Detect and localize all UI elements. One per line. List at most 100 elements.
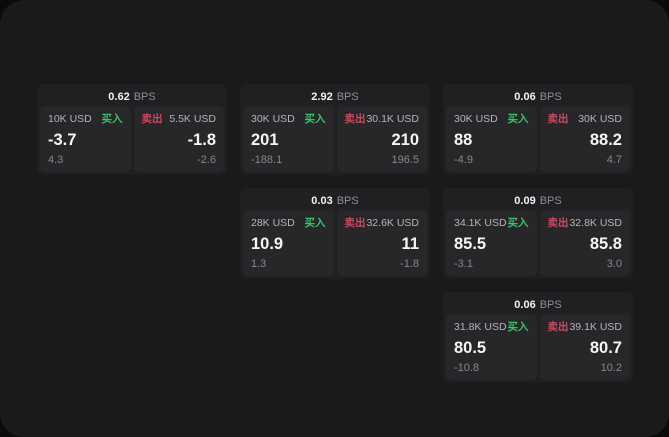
sell-panel-top-row: 卖出 32.8K USD [548,217,623,229]
buy-panel-top-row: 34.1K USD 买入 [454,217,529,229]
sell-panel[interactable]: 卖出 39.1K USD 80.7 10.2 [539,314,630,380]
quote-card[interactable]: 0.06 BPS 30K USD 买入 88 -4.9 卖出 30K USD 8… [443,84,633,175]
sell-amount: 32.8K USD [569,217,622,229]
quote-panels: 30K USD 买入 201 -188.1 卖出 30.1K USD 210 1… [243,106,427,172]
sell-panel-top-row: 卖出 39.1K USD [548,321,623,333]
sell-delta: 10.2 [600,362,622,374]
buy-delta: -188.1 [251,154,283,166]
sell-price: 11 [401,234,419,253]
buy-amount: 30K USD [454,113,498,125]
buy-delta: -10.8 [454,362,480,374]
bps-unit-label: BPS [133,90,156,103]
quote-card-grid: 0.62 BPS 10K USD 买入 -3.7 4.3 卖出 5.5K USD… [37,84,633,383]
card-header: 2.92 BPS [243,87,427,106]
sell-label: 卖出 [344,217,366,229]
buy-label: 买入 [507,217,529,229]
bps-value: 0.09 [514,194,536,207]
quote-panels: 30K USD 买入 88 -4.9 卖出 30K USD 88.2 4.7 [446,106,630,172]
buy-panel[interactable]: 31.8K USD 买入 80.5 -10.8 [446,314,537,380]
buy-amount: 30K USD [251,113,295,125]
card-header: 0.06 BPS [446,295,630,314]
buy-label: 买入 [507,113,529,125]
sell-panel[interactable]: 卖出 5.5K USD -1.8 -2.6 [133,106,224,172]
quote-panels: 10K USD 买入 -3.7 4.3 卖出 5.5K USD -1.8 -2.… [40,106,224,172]
sell-price: 88.2 [589,130,622,149]
sell-amount: 30.1K USD [366,113,419,125]
sell-panel[interactable]: 卖出 30.1K USD 210 196.5 [336,106,427,172]
buy-panel-top-row: 28K USD 买入 [251,217,326,229]
sell-label: 卖出 [547,217,569,229]
sell-delta: -1.8 [400,258,419,270]
quote-card[interactable]: 0.06 BPS 31.8K USD 买入 80.5 -10.8 卖出 39.1… [443,292,633,383]
bps-value: 0.03 [311,194,333,207]
buy-panel[interactable]: 10K USD 买入 -3.7 4.3 [40,106,131,172]
buy-panel-top-row: 10K USD 买入 [48,113,123,125]
buy-amount: 28K USD [251,217,295,229]
buy-panel[interactable]: 30K USD 买入 88 -4.9 [446,106,537,172]
buy-label: 买入 [304,217,326,229]
buy-delta: -3.1 [454,258,473,270]
sell-delta: 196.5 [391,154,419,166]
quote-panels: 28K USD 买入 10.9 1.3 卖出 32.6K USD 11 -1.8 [243,210,427,276]
sell-delta: -2.6 [197,154,216,166]
buy-amount: 31.8K USD [454,321,507,333]
buy-price: 201 [251,130,279,149]
buy-delta: -4.9 [454,154,473,166]
buy-panel[interactable]: 30K USD 买入 201 -188.1 [243,106,334,172]
quote-card[interactable]: 0.09 BPS 34.1K USD 买入 85.5 -3.1 卖出 32.8K… [443,188,633,279]
buy-delta: 1.3 [251,258,267,270]
buy-amount: 10K USD [48,113,92,125]
quote-panels: 34.1K USD 买入 85.5 -3.1 卖出 32.8K USD 85.8… [446,210,630,276]
bps-unit-label: BPS [539,90,562,103]
bps-value: 0.06 [514,298,536,311]
quote-card[interactable]: 2.92 BPS 30K USD 买入 201 -188.1 卖出 30.1K … [240,84,430,175]
buy-price: 85.5 [454,234,487,253]
bps-value: 0.06 [514,90,536,103]
card-header: 0.62 BPS [40,87,224,106]
buy-price: 88 [454,130,473,149]
bps-unit-label: BPS [336,194,359,207]
buy-panel[interactable]: 28K USD 买入 10.9 1.3 [243,210,334,276]
buy-panel[interactable]: 34.1K USD 买入 85.5 -3.1 [446,210,537,276]
bps-value: 2.92 [311,90,333,103]
sell-label: 卖出 [344,113,366,125]
buy-price: 10.9 [251,234,284,253]
sell-panel-top-row: 卖出 32.6K USD [345,217,420,229]
sell-label: 卖出 [141,113,163,125]
sell-price: 80.7 [589,338,622,357]
sell-panel[interactable]: 卖出 30K USD 88.2 4.7 [539,106,630,172]
sell-amount: 32.6K USD [366,217,419,229]
bps-unit-label: BPS [336,90,359,103]
buy-price: 80.5 [454,338,487,357]
buy-price: -3.7 [48,130,77,149]
bps-unit-label: BPS [539,298,562,311]
sell-panel[interactable]: 卖出 32.6K USD 11 -1.8 [336,210,427,276]
buy-label: 买入 [101,113,123,125]
bps-value: 0.62 [108,90,130,103]
bps-unit-label: BPS [539,194,562,207]
sell-price: 85.8 [589,234,622,253]
sell-delta: 4.7 [606,154,622,166]
buy-delta: 4.3 [48,154,64,166]
buy-amount: 34.1K USD [454,217,507,229]
sell-panel-top-row: 卖出 30.1K USD [345,113,420,125]
sell-price: 210 [391,130,419,149]
sell-label: 卖出 [547,113,569,125]
sell-panel-top-row: 卖出 5.5K USD [142,113,217,125]
buy-panel-top-row: 31.8K USD 买入 [454,321,529,333]
sell-delta: 3.0 [606,258,622,270]
buy-panel-top-row: 30K USD 买入 [454,113,529,125]
buy-label: 买入 [507,321,529,333]
sell-amount: 39.1K USD [569,321,622,333]
sell-amount: 5.5K USD [169,113,216,125]
buy-label: 买入 [304,113,326,125]
buy-panel-top-row: 30K USD 买入 [251,113,326,125]
sell-panel-top-row: 卖出 30K USD [548,113,623,125]
sell-price: -1.8 [187,130,216,149]
card-header: 0.09 BPS [446,191,630,210]
card-header: 0.06 BPS [446,87,630,106]
quote-card[interactable]: 0.62 BPS 10K USD 买入 -3.7 4.3 卖出 5.5K USD… [37,84,227,175]
quote-card[interactable]: 0.03 BPS 28K USD 买入 10.9 1.3 卖出 32.6K US… [240,188,430,279]
sell-panel[interactable]: 卖出 32.8K USD 85.8 3.0 [539,210,630,276]
